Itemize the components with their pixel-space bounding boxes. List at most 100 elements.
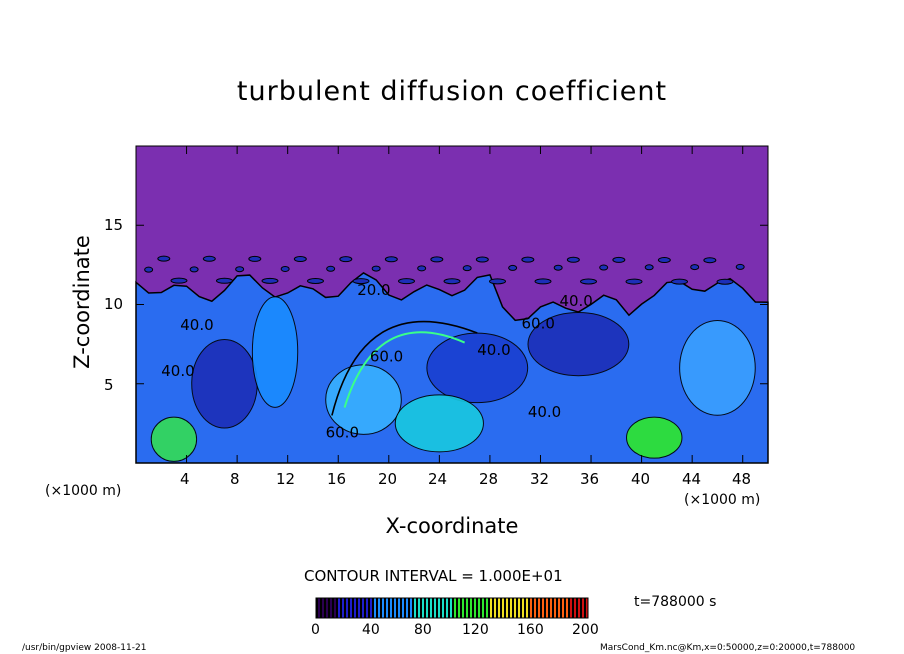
colorbar-segment [336,598,338,618]
colorbar-segment [434,598,436,618]
colorbar-segment [574,598,576,618]
colorbar-tick-label: 200 [572,622,599,638]
colorbar-segment [320,598,322,618]
colorbar-segment [556,598,558,618]
eddy-mark [144,266,154,273]
colorbar-segment [496,598,498,618]
eddy-mark [235,266,245,273]
eddy-mark [489,278,507,285]
x-tick-label: 16 [327,470,347,488]
contour-value-label: 20.0 [357,281,390,299]
colorbar-segment [542,598,544,618]
colorbar-segment [332,598,334,618]
colorbar-segment [492,598,494,618]
eddy-mark [475,256,489,263]
colorbar-segment [564,598,566,618]
colorbar-segment [370,598,372,618]
x-unit-label-left: (×1000 m) [45,483,122,499]
x-tick-label: 24 [428,470,448,488]
colorbar-segment [472,598,474,618]
colorbar-segment [416,598,418,618]
colorbar-segment [410,598,412,618]
colorbar-segment [350,598,352,618]
colorbar-segment [432,598,434,618]
colorbar-segment [444,598,446,618]
colorbar-segment [442,598,444,618]
field-patch [251,296,299,408]
colorbar-segment [566,598,568,618]
colorbar-segment [528,598,530,618]
x-tick-label: 44 [682,470,702,488]
eddy-mark [215,277,233,284]
colorbar-segment [414,598,416,618]
eddy-mark [189,266,199,273]
colorbar-segment [520,598,522,618]
colorbar-segment [408,598,410,618]
footer-program-date: /usr/bin/gpview 2008-11-21 [22,643,147,653]
x-tick-label: 40 [631,470,651,488]
eddy-mark [443,278,461,285]
colorbar-segment [398,598,400,618]
colorbar-segment [392,598,394,618]
colorbar-segment [382,598,384,618]
colorbar-segment [458,598,460,618]
colorbar-segment [580,598,582,618]
colorbar-segment [436,598,438,618]
colorbar-segment [360,598,362,618]
eddy-mark [657,257,671,264]
field-patch [150,416,198,462]
colorbar-segment [518,598,520,618]
eddy-mark [326,265,336,272]
y-tick-label: 5 [104,376,114,394]
colorbar-segment [530,598,532,618]
colorbar-segment [356,598,358,618]
colorbar-segment [488,598,490,618]
eddy-mark [157,255,171,262]
eddy-mark [553,264,563,271]
colorbar-tick-label: 0 [311,622,320,638]
x-tick-label: 8 [230,470,240,488]
eddy-mark [735,263,745,270]
colorbar-segment [334,598,336,618]
colorbar-segment [446,598,448,618]
colorbar-segment [484,598,486,618]
colorbar-frame [315,597,589,619]
colorbar-segment [368,598,370,618]
colorbar-segment [342,598,344,618]
eddy-mark [566,256,580,263]
colorbar-segment [532,598,534,618]
field-patch [426,332,529,404]
colorbar-segment [504,598,506,618]
colorbar-segment [470,598,472,618]
colorbar-segment [344,598,346,618]
eddy-mark [612,256,626,263]
colorbar-segment [400,598,402,618]
colorbar-segment [560,598,562,618]
colorbar-segment [440,598,442,618]
colorbar-segment [482,598,484,618]
contour-interval-label: CONTOUR INTERVAL = 1.000E+01 [304,567,563,585]
x-tick-label: 36 [580,470,600,488]
eddy-mark [170,277,188,284]
colorbar-segment [476,598,478,618]
colorbar-segment [558,598,560,618]
colorbar-segment [534,598,536,618]
colorbar-segment [582,598,584,618]
y-tick-label: 15 [104,216,124,234]
eddy-mark [397,278,415,285]
colorbar-segment [384,598,386,618]
colorbar-segment [456,598,458,618]
colorbar-segment [338,598,340,618]
field-patch [527,312,630,377]
colorbar-segment [500,598,502,618]
colorbar-segment [474,598,476,618]
contour-value-label: 40.0 [477,341,510,359]
colorbar-segment [418,598,420,618]
colorbar-segment [550,598,552,618]
colorbar-segment [372,598,374,618]
colorbar-segment [548,598,550,618]
contour-value-label: 40.0 [528,403,561,421]
contour-value-label: 60.0 [370,348,403,366]
field-patch [679,320,756,416]
colorbar-segment [464,598,466,618]
